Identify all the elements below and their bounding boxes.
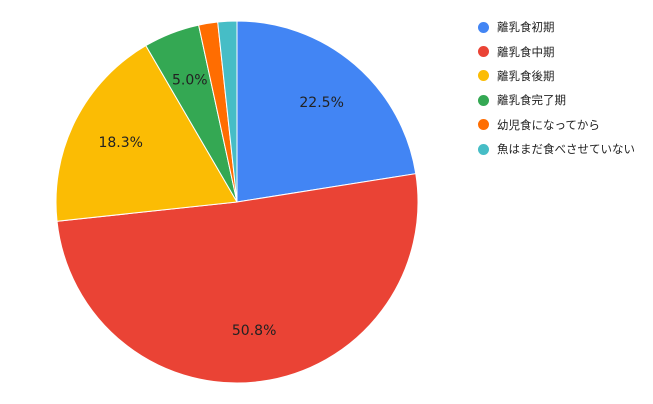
legend-label: 離乳食完了期 [497, 93, 566, 108]
pie-slice-2[interactable] [55, 44, 238, 222]
legend-swatch-icon [478, 119, 489, 131]
legend-label: 魚はまだ食べさせていない [497, 142, 635, 157]
legend-item-1[interactable]: 離乳食中期 [478, 39, 635, 63]
legend-swatch-icon [478, 46, 489, 58]
legend-label: 幼児食になってから [497, 117, 600, 132]
slice-value-label-0: 22.5% [299, 95, 343, 111]
legend-label: 離乳食後期 [497, 68, 555, 83]
legend-item-3[interactable]: 離乳食完了期 [478, 88, 635, 112]
legend-item-0[interactable]: 離乳食初期 [478, 15, 635, 39]
pie-slice-1[interactable] [56, 173, 419, 384]
legend-swatch-icon [478, 21, 489, 33]
legend-item-4[interactable]: 幼児食になってから [478, 113, 635, 137]
legend-swatch-icon [478, 143, 489, 155]
legend-item-5[interactable]: 魚はまだ食べさせていない [478, 137, 635, 161]
legend-swatch-icon [478, 70, 489, 82]
pie-slice-labels: 22.5% 50.8% 18.3% 5.0% [98, 73, 343, 340]
pie-slices [55, 20, 419, 384]
legend-swatch-icon [478, 94, 489, 106]
legend-label: 離乳食初期 [497, 20, 555, 35]
legend-label: 離乳食中期 [497, 44, 555, 59]
slice-value-label-1: 50.8% [232, 323, 276, 339]
slice-value-label-2: 18.3% [98, 135, 142, 151]
chart-legend: 離乳食初期離乳食中期離乳食後期離乳食完了期幼児食になってから魚はまだ食べさせてい… [478, 15, 635, 161]
pie-slice-0[interactable] [236, 20, 417, 203]
slice-value-label-3: 5.0% [172, 73, 208, 89]
legend-item-2[interactable]: 離乳食後期 [478, 64, 635, 88]
pie-slice-5[interactable] [217, 20, 238, 203]
